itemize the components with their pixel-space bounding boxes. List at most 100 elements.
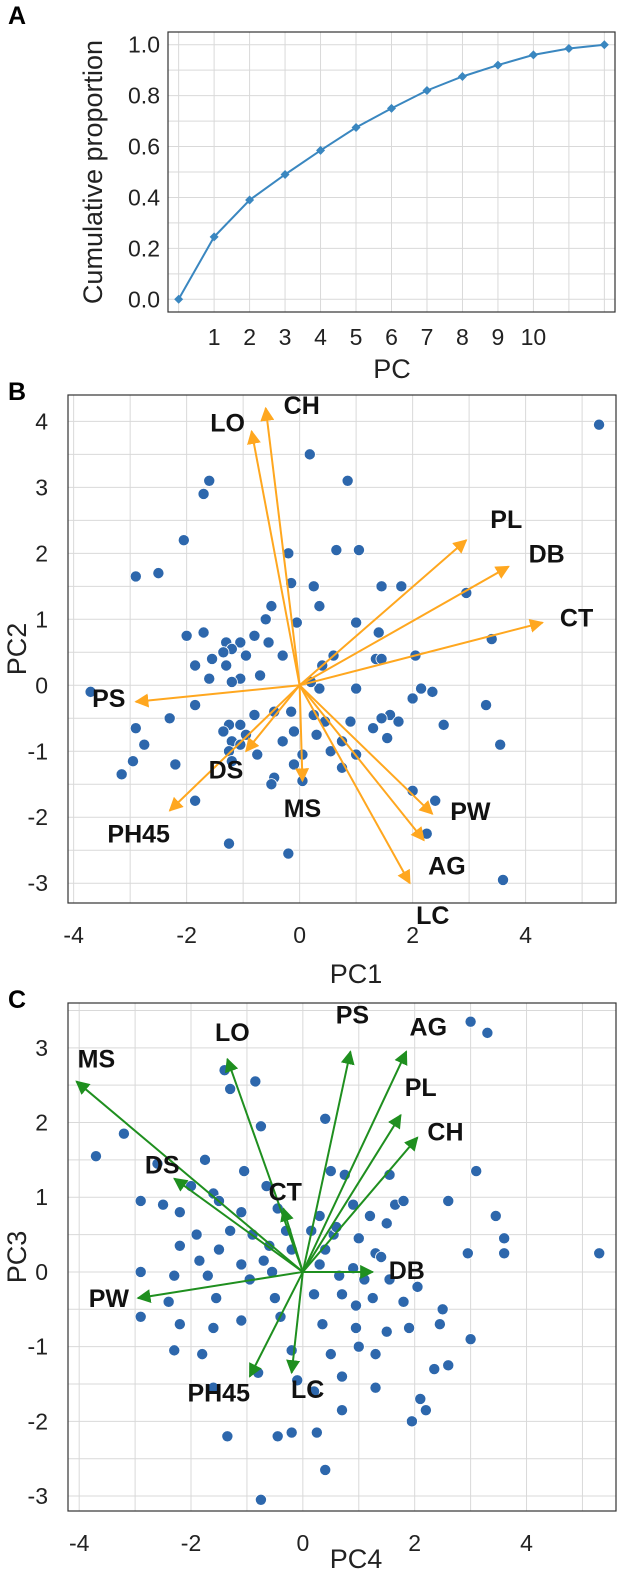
scatter-point [442,1194,455,1207]
scatter-point [352,544,365,557]
y-tick-label: 4 [35,408,48,434]
scatter-point [480,699,493,712]
loading-arrow [247,429,301,686]
scatter-point [403,1321,416,1334]
scatter-point [196,1348,209,1361]
panel-b-points [84,418,606,886]
vector-label: PW [450,798,491,826]
x-tick-label: -4 [69,1530,90,1556]
vector-label: LO [215,1019,250,1047]
scatter-point [173,1206,186,1219]
panel-b-ylabel: PC2 [2,623,32,676]
loading-arrow [298,539,468,687]
loading-arrow [301,1050,408,1273]
x-tick-label: 4 [314,324,327,350]
vector-label: CT [560,605,593,633]
scatter-point [210,1292,223,1305]
scatter-point [221,1430,234,1443]
scatter-point [193,1254,206,1267]
vector-label: AG [410,1014,448,1042]
loading-arrow [173,1177,304,1273]
scatter-point [238,1165,251,1178]
panel-b-frame [67,394,617,904]
vector-label: DS [145,1152,180,1180]
scatter-point [251,748,264,761]
scatter-point [303,448,316,461]
scatter-point [375,712,388,725]
scatter-point [285,705,298,718]
scatter-point [212,1243,225,1256]
scatter-point [405,1415,418,1428]
scatter-point [397,1194,410,1207]
vector-label: DB [529,541,565,569]
panel-a-ylabel: Cumulative proportion [78,40,108,304]
scatter-point [173,1239,186,1252]
scatter-point [218,1064,231,1077]
scatter-point [335,1404,348,1417]
scatter-point [310,1426,323,1439]
scatter-point [248,708,261,721]
x-tick-label: 10 [521,324,547,350]
data-point [209,232,219,242]
vector-label: LO [210,409,245,437]
loading-arrow [248,1271,304,1378]
data-point [280,170,290,180]
loading-arrow [286,1271,304,1375]
loading-arrow [136,1270,304,1304]
scatter-point [189,699,202,712]
scatter-point [316,1318,329,1331]
scatter-point [235,1206,248,1219]
y-tick-label: -1 [28,1334,48,1360]
scatter-point [319,1243,332,1256]
scatter-point [442,1359,455,1372]
y-tick-label: 3 [35,474,48,500]
scatter-point [313,682,326,695]
scatter-point [406,692,419,705]
panel-a-points [174,40,609,304]
scatter-point [249,1075,262,1088]
loading-arrow [168,684,301,812]
y-tick-label: -1 [28,738,48,764]
scatter-point [397,1295,410,1308]
scatter-point [217,646,230,659]
vector-label: CH [427,1118,463,1146]
data-point [599,40,609,50]
scatter-point [369,1348,382,1361]
y-tick-label: 1 [35,606,48,632]
y-tick-label: 0 [35,672,48,698]
loading-arrow [299,565,510,687]
scatter-point [223,745,236,758]
scatter-point [234,738,247,751]
vector-label: PL [490,506,522,534]
x-tick-label: 4 [520,1530,533,1556]
y-tick-label: 0.4 [128,184,160,210]
x-tick-label: 2 [406,922,419,948]
vector-label: PS [92,685,125,713]
scatter-point [168,1269,181,1282]
x-tick-label: -2 [176,922,196,948]
scatter-point [489,1209,502,1222]
x-tick-label: 8 [456,324,469,350]
y-tick-label: -3 [28,870,48,896]
data-point [457,72,467,82]
scatter-point [426,685,439,698]
scatter-point [190,1228,203,1241]
scatter-point [224,1224,237,1237]
scatter-point [352,1232,365,1245]
scatter-point [319,1112,332,1125]
panel-a-xticks: 1 2 3 4 5 6 7 8 9 10 [208,324,546,350]
scatter-point [84,685,97,698]
vector-label: PS [336,1002,369,1030]
panel-c-letter: C [8,986,26,1014]
scatter-point [254,1493,267,1506]
scatter-point [198,1153,211,1166]
scatter-point [134,1265,147,1278]
scatter-point [207,1381,220,1394]
y-tick-label: 0.8 [128,83,160,109]
scatter-point [593,418,606,431]
scatter-point [464,1015,477,1028]
scatter-point [220,659,233,672]
scatter-point [437,718,450,731]
panel-b-yticks: 4 3 2 1 0 -1 -2 -3 [28,408,49,896]
